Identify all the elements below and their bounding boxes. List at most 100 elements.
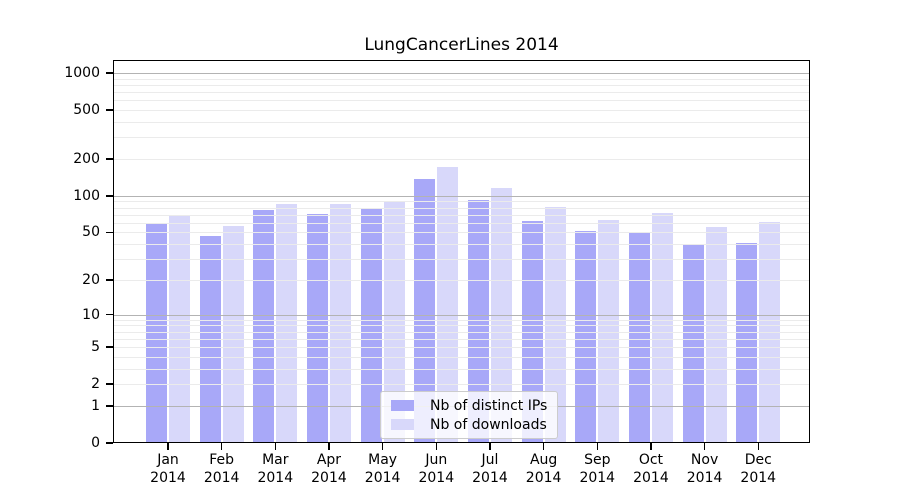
x-tick (381, 443, 384, 450)
x-tick (220, 443, 223, 450)
y-tick-label: 50 (82, 224, 100, 241)
bar-nb-of-distinct-ips-jul (467, 200, 489, 443)
legend-swatch-distinct-ips (391, 400, 414, 411)
minor-gridline (113, 92, 810, 94)
minor-gridline (113, 137, 810, 139)
y-tick (106, 383, 113, 385)
x-tick-label-jun: Jun 2014 (418, 452, 455, 486)
bar-nb-of-downloads-may (383, 200, 405, 443)
y-tick-label: 500 (73, 102, 100, 119)
x-tick (167, 443, 169, 450)
x-tick-label-sep: Sep 2014 (579, 452, 616, 486)
bar-nb-of-distinct-ips-jan (146, 223, 167, 443)
y-tick (106, 442, 113, 444)
legend-label-distinct-ips: Nb of distinct IPs (430, 397, 548, 414)
minor-gridline (113, 338, 810, 340)
bar-nb-of-downloads-jun (437, 167, 459, 443)
bar-nb-of-downloads-mar (276, 203, 298, 443)
minor-gridline (113, 121, 810, 123)
x-tick-label-oct: Oct 2014 (633, 452, 669, 486)
minor-gridline (113, 110, 810, 112)
y-tick-label: 5 (91, 339, 100, 356)
legend-item-distinct-ips: Nb of distinct IPs (391, 397, 548, 414)
minor-gridline (113, 319, 810, 321)
legend-label-downloads: Nb of downloads (430, 416, 547, 433)
major-gridline (113, 314, 810, 316)
x-tick-label-mar: Mar 2014 (257, 452, 294, 486)
x-tick (703, 443, 706, 450)
y-tick (106, 346, 113, 348)
major-gridline (113, 195, 810, 197)
bar-nb-of-distinct-ips-dec (736, 242, 758, 443)
minor-gridline (113, 84, 810, 86)
x-tick-label-feb: Feb 2014 (203, 452, 240, 486)
minor-gridline (113, 347, 810, 349)
legend: Nb of distinct IPs Nb of downloads (380, 391, 559, 439)
x-tick-label-may: May 2014 (364, 452, 401, 486)
x-tick (596, 443, 599, 450)
y-tick (106, 158, 113, 160)
x-tick-label-jan: Jan 2014 (150, 452, 186, 486)
minor-gridline (113, 158, 810, 160)
y-tick (106, 405, 113, 407)
minor-gridline (113, 368, 810, 370)
bar-nb-of-downloads-jan (169, 215, 190, 443)
bar-nb-of-distinct-ips-apr (306, 213, 328, 443)
minor-gridline (113, 279, 810, 281)
bar-nb-of-downloads-nov (705, 227, 727, 443)
y-tick-label: 1 (91, 397, 100, 414)
x-tick-label-jul: Jul 2014 (472, 452, 508, 486)
bar-nb-of-distinct-ips-nov (682, 245, 704, 443)
bar-nb-of-downloads-apr (329, 204, 351, 443)
x-tick (757, 443, 759, 450)
bar-nb-of-distinct-ips-sep (575, 231, 597, 443)
minor-gridline (113, 222, 810, 224)
bar-nb-of-downloads-oct (651, 213, 673, 443)
minor-gridline (113, 214, 810, 216)
minor-gridline (113, 201, 810, 203)
minor-gridline (113, 259, 810, 261)
y-tick (106, 109, 113, 111)
chart-title: LungCancerLines 2014 (364, 35, 559, 55)
y-tick-label: 2 (91, 376, 100, 393)
x-tick (542, 443, 545, 450)
plot-area (113, 60, 810, 443)
x-tick (274, 443, 277, 450)
y-tick-label: 10 (82, 306, 100, 323)
x-tick (435, 443, 438, 450)
minor-gridline (113, 325, 810, 327)
y-tick-label: 200 (73, 150, 100, 167)
y-tick (106, 231, 113, 234)
y-tick-label: 1000 (64, 65, 100, 81)
y-tick (106, 313, 113, 316)
x-tick (650, 443, 652, 450)
x-tick-label-aug: Aug 2014 (525, 452, 562, 486)
x-tick (328, 443, 330, 450)
major-gridline (113, 73, 810, 74)
minor-gridline (113, 100, 810, 102)
y-tick-label: 100 (73, 187, 100, 204)
y-tick-label: 20 (82, 271, 100, 288)
minor-gridline (113, 331, 810, 333)
minor-gridline (113, 356, 810, 358)
bar-nb-of-downloads-jul (490, 188, 512, 443)
x-tick-label-dec: Dec 2014 (740, 452, 777, 486)
x-tick (489, 443, 491, 450)
y-tick-label: 0 (91, 435, 100, 451)
legend-item-downloads: Nb of downloads (391, 416, 547, 433)
bar-nb-of-downloads-feb (222, 225, 244, 443)
minor-gridline (113, 232, 810, 234)
x-tick-label-nov: Nov 2014 (686, 452, 723, 486)
minor-gridline (113, 244, 810, 246)
y-tick (106, 195, 113, 197)
x-tick-label-apr: Apr 2014 (311, 452, 347, 486)
bar-nb-of-distinct-ips-oct (628, 232, 650, 443)
bar-nb-of-downloads-aug (544, 206, 566, 443)
minor-gridline (113, 78, 810, 80)
y-tick (106, 279, 113, 281)
minor-gridline (113, 384, 810, 386)
legend-swatch-downloads (391, 419, 414, 430)
minor-gridline (113, 207, 810, 209)
y-tick (106, 72, 113, 74)
